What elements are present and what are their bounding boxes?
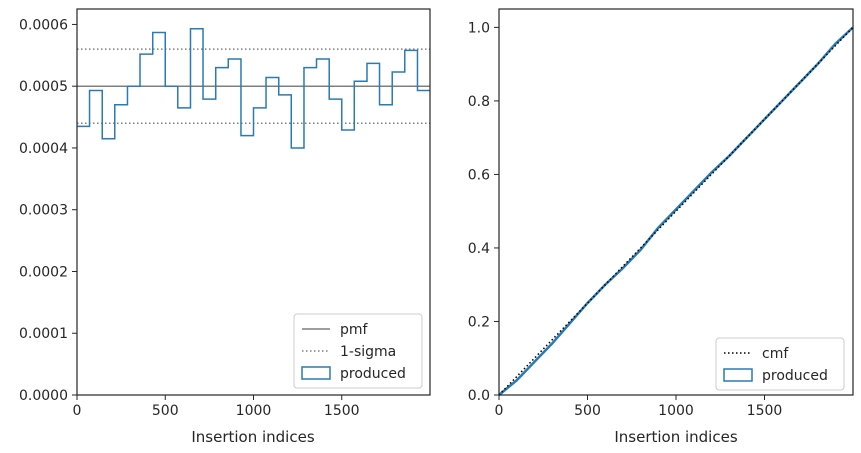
legend-label-cmf: cmf: [762, 346, 789, 362]
left-plot-area: [77, 28, 430, 149]
legend-swatch-produced: [723, 368, 753, 382]
y-tick-label: 0.0001: [19, 326, 68, 342]
y-tick-label: 0.0002: [19, 264, 68, 280]
x-tick-label: 500: [152, 403, 179, 419]
y-tick-label: 0.8: [468, 94, 490, 110]
left-ticks: 0 500 1000 1500 0.0000 0.0001 0.0002 0.0003 0.00…: [19, 17, 360, 419]
y-tick-label: 0.0: [468, 388, 490, 404]
y-tick-label: 0.4: [468, 241, 490, 257]
x-tick-label: 0: [73, 403, 82, 419]
y-tick-label: 0.0000: [19, 388, 68, 404]
legend-label-produced: produced: [340, 366, 406, 382]
legend-label-1-sigma: 1-sigma: [340, 344, 396, 360]
legend-box: [293, 313, 423, 389]
x-tick-label: 500: [574, 403, 601, 419]
x-tick-label: 1500: [324, 403, 360, 419]
x-tick-label: 0: [495, 403, 504, 419]
chart-right: 0 500 1000 1500 0.0 0.2 0.4 0.6 0.8 1.0 Insertion…: [468, 8, 854, 446]
left-legend: pmf 1-sigma produced: [293, 313, 423, 389]
y-tick-label: 0.0004: [19, 141, 68, 157]
series-produced-step: [77, 28, 430, 149]
legend-label-pmf: pmf: [340, 322, 369, 338]
right-axes-frame: [498, 8, 854, 396]
chart-left: 0 500 1000 1500 0.0000 0.0001 0.0002 0.0003 0.00…: [19, 8, 431, 446]
x-tick-label: 1000: [658, 403, 694, 419]
y-tick-label: 1.0: [468, 20, 490, 36]
legend-swatch-produced: [301, 366, 331, 380]
y-tick-label: 0.0005: [19, 79, 68, 95]
y-tick-label: 0.0003: [19, 203, 68, 219]
y-tick-label: 0.0006: [19, 17, 68, 33]
right-legend: cmf produced: [715, 337, 845, 391]
right-ticks: 0 500 1000 1500 0.0 0.2 0.4 0.6 0.8 1.0: [468, 20, 783, 419]
legend-box: [715, 337, 845, 391]
x-tick-label: 1500: [747, 403, 783, 419]
left-x-axis-label: Insertion indices: [191, 428, 314, 446]
x-tick-label: 1000: [236, 403, 272, 419]
y-tick-label: 0.6: [468, 167, 490, 183]
right-plot-area: [498, 26, 854, 396]
series-cmf: [498, 26, 854, 396]
y-tick-label: 0.2: [468, 314, 490, 330]
right-x-axis-label: Insertion indices: [614, 428, 737, 446]
legend-label-produced: produced: [762, 368, 828, 384]
